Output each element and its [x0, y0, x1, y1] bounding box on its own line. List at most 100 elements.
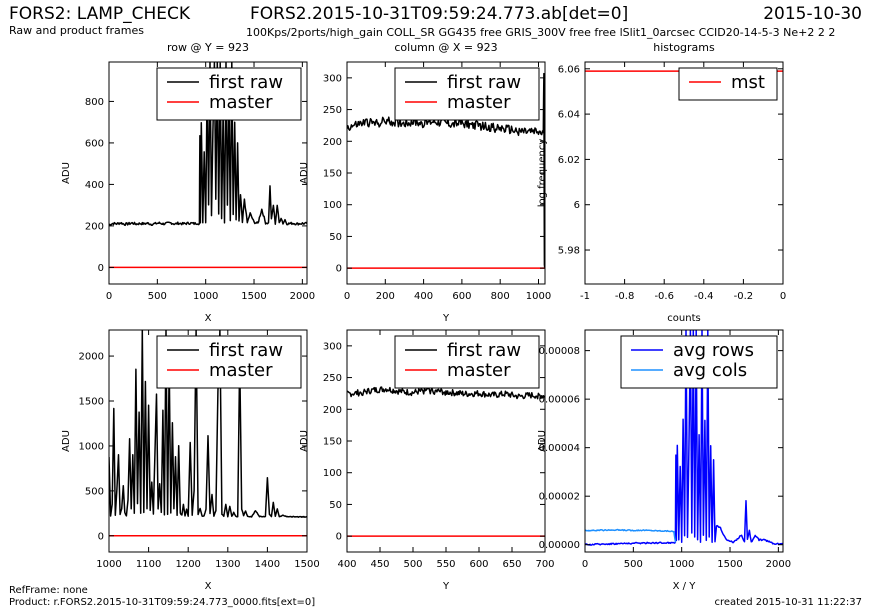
product-label: Product: r.FORS2.2015-10-31T09:59:24.773…	[9, 597, 316, 608]
y-axis-label-p3: log frequency	[537, 139, 548, 208]
y-tick-label-p5-4: 200	[323, 405, 342, 416]
x-tick-label-p4-4: 1400	[255, 559, 280, 570]
legend-box-p6	[620, 335, 778, 389]
panel-p2: 0 200 400 600 800 1000 0 50 100 150 200 250 300 colum…	[299, 41, 551, 324]
x-axis-label-p1: X	[205, 313, 212, 324]
y-tick-label-p2-1: 50	[329, 232, 342, 243]
y-tick-label-p3-0: 5.98	[558, 246, 580, 257]
x-tick-label-p5-6: 700	[535, 559, 554, 570]
x-tick-label-p3-3: -0.4	[694, 291, 714, 302]
y-tick-label-p5-0: 0	[336, 532, 342, 543]
x-tick-label-p6-3: 1500	[717, 559, 742, 570]
x-tick-label-p3-0: -1	[580, 291, 590, 302]
y-tick-label-p6-1: 0.00002	[539, 492, 580, 503]
legend-label-p2-0: first raw	[447, 72, 521, 93]
y-tick-label-p4-3: 1500	[79, 397, 104, 408]
series-line-p6-1	[585, 528, 677, 543]
axes-frame-p1	[108, 61, 308, 285]
x-axis-label-p2: Y	[442, 313, 450, 324]
y-tick-label-p5-2: 100	[323, 468, 342, 479]
legend-label-p1-0: first raw	[209, 72, 283, 93]
y-axis-label-p2: ADU	[299, 162, 310, 184]
legend-label-p5-1: master	[447, 360, 511, 381]
y-tick-label-p1-1: 200	[85, 221, 104, 232]
y-tick-label-p2-5: 250	[323, 105, 342, 116]
y-tick-label-p5-5: 250	[323, 373, 342, 384]
y-tick-label-p2-4: 200	[323, 137, 342, 148]
x-tick-label-p3-2: -0.6	[654, 291, 674, 302]
panel-title-p1: row @ Y = 923	[167, 41, 249, 54]
x-tick-label-p3-5: 0	[780, 291, 786, 302]
x-tick-label-p3-1: -0.8	[615, 291, 635, 302]
x-axis-label-p4: X	[205, 581, 212, 592]
y-tick-label-p1-4: 800	[85, 97, 104, 108]
y-tick-label-p2-0: 0	[336, 264, 342, 275]
x-tick-label-p1-2: 1000	[193, 291, 218, 302]
legend-box-p1	[156, 67, 302, 121]
series-line-p4-0	[109, 330, 307, 518]
x-axis-label-p3: counts	[667, 313, 700, 324]
y-tick-label-p1-3: 600	[85, 138, 104, 149]
x-tick-label-p1-4: 2000	[290, 291, 315, 302]
y-tick-label-p4-1: 500	[85, 486, 104, 497]
legend-label-p2-1: master	[447, 92, 511, 113]
legend-label-p4-0: first raw	[209, 340, 283, 361]
series-line-p5-0	[347, 386, 545, 400]
panel-title-p2: column @ X = 923	[394, 41, 497, 54]
created-label: created 2015-10-31 11:22:37	[714, 597, 862, 608]
legend-label-p4-1: master	[209, 360, 273, 381]
panel-title-p3: histograms	[653, 41, 715, 54]
x-tick-label-p2-3: 600	[452, 291, 471, 302]
x-tick-label-p6-1: 500	[624, 559, 643, 570]
x-tick-label-p1-0: 0	[106, 291, 112, 302]
y-tick-label-p4-4: 2000	[79, 352, 104, 363]
y-axis-label-p4: ADU	[61, 430, 72, 452]
x-axis-label-p6: X / Y	[673, 581, 697, 592]
plot-area-p5	[347, 386, 545, 537]
plot-area-p6	[585, 330, 783, 546]
x-tick-label-p6-4: 2000	[766, 559, 791, 570]
y-tick-label-p2-2: 100	[323, 200, 342, 211]
y-tick-label-p1-2: 400	[85, 180, 104, 191]
date-label: 2015-10-30	[763, 4, 862, 24]
legend-box-p2	[394, 67, 540, 121]
panel-p6: 0 500 1000 1500 2000 0.00000 0.00002 0.00004 0.0…	[537, 329, 791, 592]
panel-p4: 1000 1100 1200 1300 1400 1500 0 500 1000 1500 2000…	[61, 329, 320, 592]
x-tick-label-p4-5: 1500	[294, 559, 319, 570]
panel-p3: -1 -0.8 -0.6 -0.4 -0.2 0 5.98 6 6.02 6.04 6.06 hist…	[537, 41, 786, 324]
x-tick-label-p5-1: 450	[370, 559, 389, 570]
x-tick-label-p4-1: 1100	[136, 559, 161, 570]
panel-p5: 400 450 500 550 600 650 700 0 50 100 150 200 250 300 Y…	[299, 329, 555, 592]
y-tick-label-p6-0: 0.00000	[539, 540, 580, 551]
y-tick-label-p5-3: 150	[323, 437, 342, 448]
x-tick-label-p6-0: 0	[582, 559, 588, 570]
x-tick-label-p4-2: 1200	[175, 559, 200, 570]
legend-label-p3-0: mst	[731, 72, 765, 93]
x-tick-label-p5-5: 650	[502, 559, 521, 570]
y-tick-label-p1-0: 0	[98, 263, 104, 274]
x-tick-label-p2-0: 0	[344, 291, 350, 302]
x-tick-label-p6-2: 1000	[669, 559, 694, 570]
x-tick-label-p2-5: 1000	[526, 291, 551, 302]
y-tick-label-p6-4: 0.00008	[539, 346, 580, 357]
y-axis-label-p6: ADU	[537, 430, 548, 452]
x-tick-label-p2-2: 400	[414, 291, 433, 302]
series-line-p6-0	[585, 330, 783, 546]
y-tick-label-p3-4: 6.06	[558, 64, 580, 75]
legend-label-p1-1: master	[209, 92, 273, 113]
file-name: FORS2.2015-10-31T09:59:24.773.ab[det=0]	[250, 4, 629, 24]
y-tick-label-p4-0: 0	[98, 531, 104, 542]
legend-label-p6-1: avg cols	[673, 360, 747, 381]
x-tick-label-p5-2: 500	[403, 559, 422, 570]
x-tick-label-p5-0: 400	[337, 559, 356, 570]
y-tick-label-p3-2: 6.02	[558, 155, 580, 166]
axes-frame-p6	[584, 329, 784, 553]
y-tick-label-p6-2: 0.00004	[539, 443, 580, 454]
x-axis-label-p5: Y	[442, 581, 450, 592]
refframe-label: RefFrame: none	[9, 585, 88, 596]
y-tick-label-p3-1: 6	[574, 200, 580, 211]
